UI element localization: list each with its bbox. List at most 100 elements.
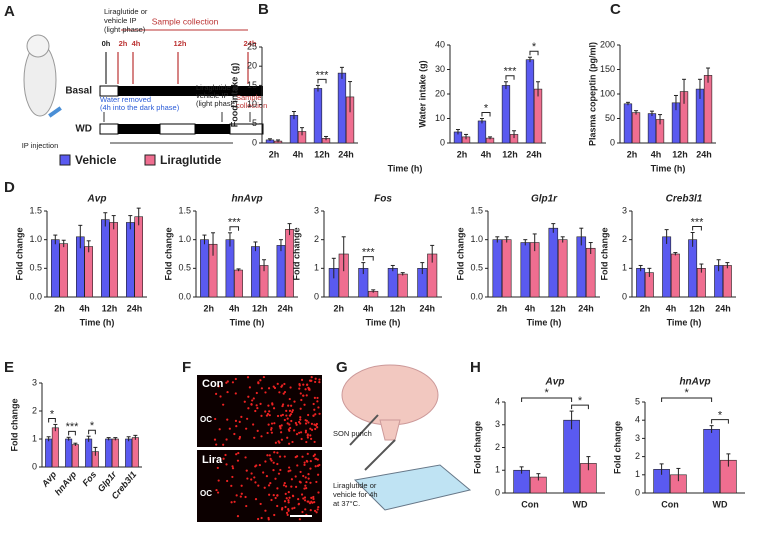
y-tick-label: 0.5 xyxy=(178,263,191,273)
label: Liraglutide xyxy=(160,153,222,167)
cell xyxy=(309,460,312,463)
cell xyxy=(238,435,242,439)
cell xyxy=(231,381,235,384)
label: Vehicle xyxy=(75,153,117,167)
y-tick-label: 1 xyxy=(495,465,500,475)
cell xyxy=(284,485,288,488)
label: OC xyxy=(200,415,212,424)
cell xyxy=(295,433,299,436)
cell xyxy=(298,431,301,434)
x-tick-label: 12h xyxy=(102,303,118,313)
cell xyxy=(306,433,309,436)
cell xyxy=(283,481,286,485)
x-tick-label: 12h xyxy=(314,149,330,159)
cell xyxy=(289,469,292,472)
y-tick-label: 1.0 xyxy=(29,234,42,244)
y-tick-label: 10 xyxy=(435,113,445,123)
cell xyxy=(240,484,243,487)
label: (light phase) xyxy=(196,99,238,108)
y-tick-label: 10 xyxy=(247,99,257,109)
significance-label: *** xyxy=(228,217,242,229)
cell xyxy=(224,453,227,457)
label: (4h into the dark phase) xyxy=(100,103,180,112)
chart-title: Avp xyxy=(545,377,565,388)
cell xyxy=(247,407,250,410)
y-tick-label: 30 xyxy=(435,64,445,74)
cell xyxy=(307,388,311,391)
x-tick-label: 2h xyxy=(203,303,214,313)
histology-signal xyxy=(213,375,321,521)
label: OC xyxy=(200,489,212,498)
cell xyxy=(307,472,310,476)
cell xyxy=(263,486,266,489)
cell xyxy=(250,472,253,475)
y-axis-label: Fold change xyxy=(455,227,465,280)
cell xyxy=(303,403,306,406)
significance-bracket xyxy=(661,397,713,402)
cell xyxy=(312,495,315,499)
cell xyxy=(285,409,288,412)
y-tick-label: 1.5 xyxy=(29,205,42,215)
significance-bracket xyxy=(481,112,491,117)
cell xyxy=(217,479,220,482)
cell xyxy=(272,407,276,410)
cell xyxy=(300,398,303,402)
cell xyxy=(234,419,238,422)
legend-swatch xyxy=(59,154,71,166)
y-tick-label: 200 xyxy=(600,39,615,49)
y-tick-label: 0.0 xyxy=(470,291,483,301)
cell xyxy=(282,392,285,395)
label: Sample collection xyxy=(152,16,219,26)
cell xyxy=(313,408,316,411)
cell xyxy=(247,395,250,398)
cell xyxy=(291,410,294,414)
cell xyxy=(295,485,298,488)
label: Liraglutide or xyxy=(104,7,148,16)
cell xyxy=(288,466,291,469)
cell xyxy=(253,476,256,479)
chart-title: Creb3l1 xyxy=(666,194,703,205)
x-tick-label: WD xyxy=(713,499,728,509)
x-tick-label: 4h xyxy=(651,149,662,159)
bar xyxy=(126,222,135,298)
cell xyxy=(267,423,270,426)
significance-bracket xyxy=(529,50,539,56)
cell xyxy=(217,385,220,388)
cell xyxy=(288,442,291,445)
x-axis-label: Time (h) xyxy=(230,317,265,327)
y-tick-label: 100 xyxy=(600,88,615,98)
y-tick-label: 1.5 xyxy=(178,205,191,215)
label: 4h xyxy=(132,39,141,48)
cell xyxy=(270,431,273,434)
cell xyxy=(317,491,320,494)
x-tick-label: 12h xyxy=(550,303,566,313)
cell xyxy=(279,468,282,472)
cell xyxy=(260,414,263,417)
y-tick-label: 0 xyxy=(622,291,627,301)
y-tick-label: 4 xyxy=(635,415,640,425)
bar xyxy=(101,219,110,298)
cell xyxy=(294,421,297,425)
cell xyxy=(281,384,284,387)
cell xyxy=(244,495,247,499)
cell xyxy=(240,415,243,419)
cell xyxy=(276,487,279,490)
y-tick-label: 150 xyxy=(600,64,615,74)
label: vehicle for 4h xyxy=(333,490,378,499)
cell xyxy=(248,386,251,389)
cell xyxy=(313,500,316,504)
cell xyxy=(267,484,271,487)
cell xyxy=(234,377,237,381)
cell xyxy=(216,491,220,494)
cell xyxy=(240,492,243,495)
cell xyxy=(316,400,319,403)
cell xyxy=(318,412,321,415)
cell xyxy=(265,475,269,478)
cell xyxy=(299,392,302,395)
x-tick-label: 12h xyxy=(502,149,518,159)
cell xyxy=(260,387,264,390)
cell xyxy=(230,484,233,487)
cell xyxy=(311,501,314,504)
cell xyxy=(307,413,310,417)
cell xyxy=(316,458,319,461)
